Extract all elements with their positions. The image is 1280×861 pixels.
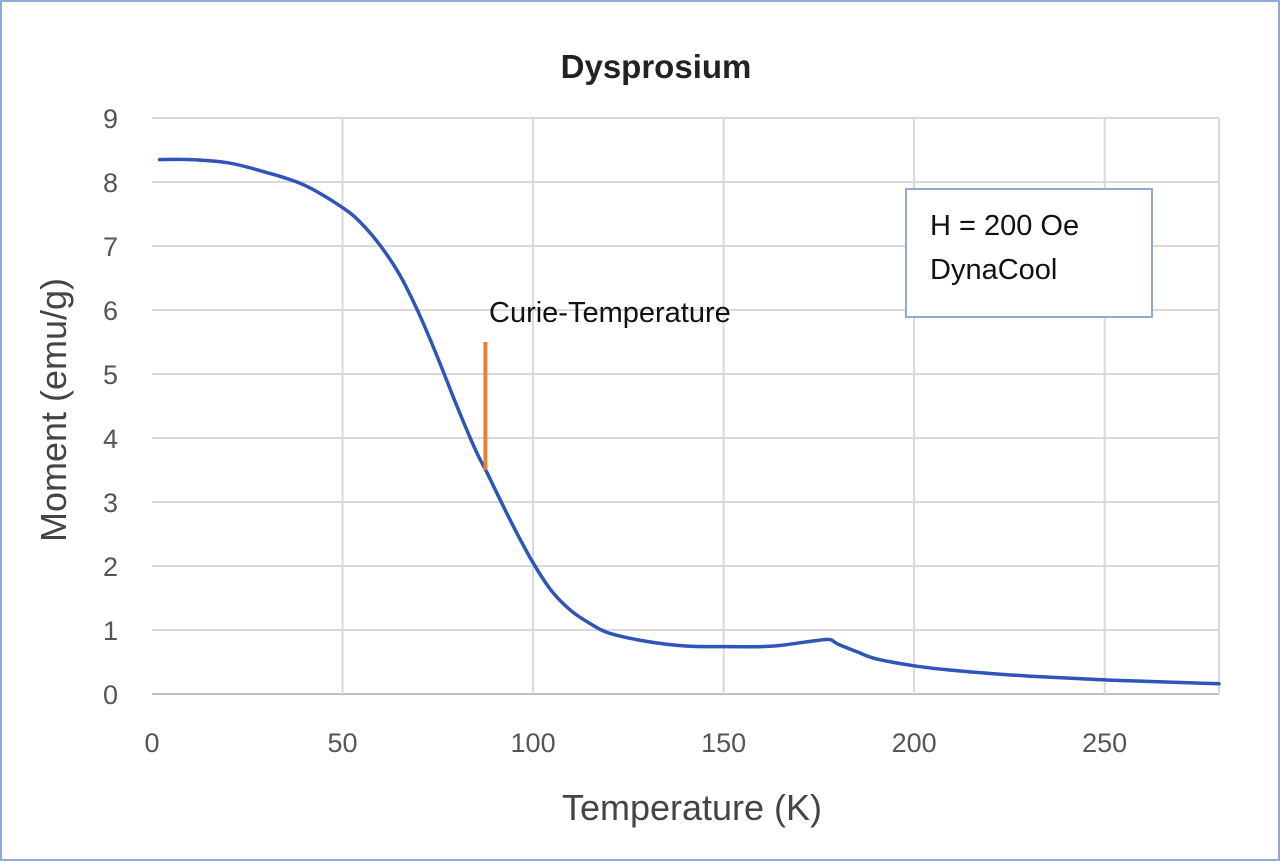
y-tick-label: 8 [103, 168, 118, 198]
y-tick-labels: 0 1 2 3 4 5 6 7 8 9 [103, 104, 118, 710]
y-tick-label: 1 [103, 616, 118, 646]
x-tick-labels: 0 50 100 150 200 250 [144, 728, 1127, 758]
y-tick-label: 5 [103, 360, 118, 390]
moment-curve [157, 157, 1221, 686]
x-tick-label: 200 [892, 728, 937, 758]
x-tick-label: 250 [1082, 728, 1127, 758]
y-tick-label: 7 [103, 232, 118, 262]
y-tick-label: 9 [103, 104, 118, 134]
annotation-field-line: H = 200 Oe [930, 210, 1079, 242]
chart-title: Dysprosium [561, 48, 752, 85]
x-tick-label: 100 [511, 728, 556, 758]
y-tick-label: 3 [103, 488, 118, 518]
annotation-box: H = 200 Oe DynaCool [905, 188, 1153, 318]
x-tick-label: 50 [328, 728, 358, 758]
annotation-instrument-line: DynaCool [930, 254, 1057, 286]
y-tick-label: 2 [103, 552, 118, 582]
y-tick-label: 0 [103, 680, 118, 710]
x-tick-label: 150 [701, 728, 746, 758]
curie-temperature-label: Curie-Temperature [489, 297, 731, 329]
annotation-box-border [905, 188, 1153, 318]
x-tick-label: 0 [144, 728, 159, 758]
x-axis-label: Temperature (K) [562, 787, 822, 828]
y-tick-label: 4 [103, 424, 118, 454]
y-tick-label: 6 [103, 296, 118, 326]
series-layer [157, 157, 1221, 686]
y-axis-label: Moment (emu/g) [33, 278, 74, 542]
